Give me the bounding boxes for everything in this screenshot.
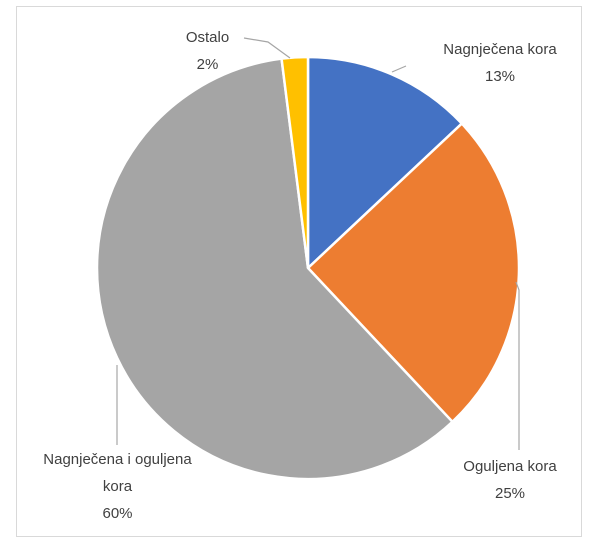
pie-slice: [306, 55, 464, 271]
pie: [95, 55, 521, 481]
value-label: 60%: [102, 505, 133, 522]
value-label: 13%: [484, 68, 516, 85]
value-label: 25%: [494, 485, 526, 502]
data-label: Nagnječena i oguljena kora 60%: [40, 446, 195, 527]
leader-line: [391, 65, 407, 73]
value-label: 2%: [196, 56, 219, 73]
leader-line: [243, 37, 291, 59]
data-label: Ostalo 2%: [160, 24, 255, 78]
data-label: Oguljena kora 25%: [435, 453, 585, 507]
pie-slice: [280, 55, 310, 269]
pie-slice: [306, 121, 521, 424]
category-label: Nagnječena kora: [443, 41, 557, 58]
chart-frame: [16, 6, 582, 537]
leader-lines: [116, 37, 520, 450]
category-label: Oguljena kora: [463, 458, 557, 475]
category-label: Nagnječena i oguljena kora: [43, 451, 192, 495]
data-label: Nagnječena kora 13%: [420, 36, 580, 90]
leader-line: [515, 281, 520, 450]
category-label: Ostalo: [185, 29, 230, 46]
pie-slice: [95, 57, 455, 481]
